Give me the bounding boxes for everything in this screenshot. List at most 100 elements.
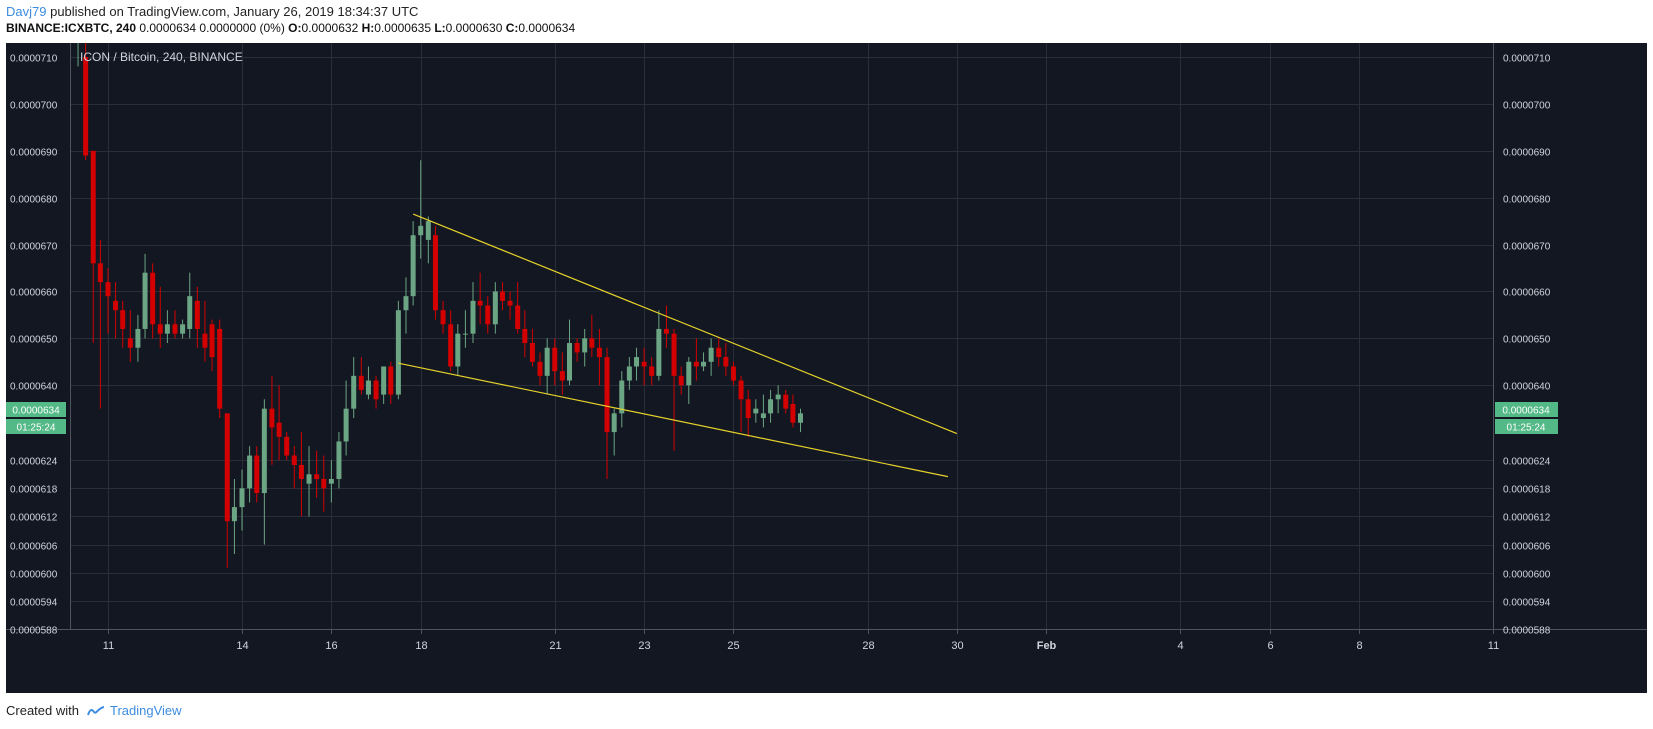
author-link[interactable]: Davj79 [6,4,47,19]
left-axis-panel [6,43,70,629]
y-tick-label-left: 0.0000700 [10,101,58,112]
candle-down [485,305,491,325]
trendline [412,213,958,435]
candle-down [127,338,133,348]
candle-down [194,300,200,329]
candle-down [298,464,304,479]
candle-up [343,408,349,442]
y-tick-label-left: 0.0000612 [10,513,58,524]
candle-down [671,333,677,376]
candle-down [83,57,89,156]
high-label: H: [361,21,375,35]
price-badge-right [1495,402,1558,417]
footer: Created with TradingView [6,703,182,718]
price-axis[interactable]: 0.0000710 0.0000710 0.0000700 0.0000700 0.00… [10,54,1551,637]
candle-up [797,413,803,423]
candle-down [120,310,126,329]
candle-down [559,371,565,381]
tradingview-logo-icon [86,706,104,716]
x-tick-label: 30 [951,640,963,652]
candle-down [284,436,290,456]
grid-lines [70,43,1494,630]
candle-down [529,343,535,362]
candlestick-chart[interactable]: 0.0000710 0.0000710 0.0000700 0.0000700 0.00… [6,0,1647,693]
candle-down [552,347,558,372]
tradingview-brand-link[interactable]: TradingView [110,703,182,718]
y-tick-label-left: 0.0000660 [10,288,58,299]
chart-frame[interactable]: 0.0000710 0.0000710 0.0000700 0.0000700 0.00… [6,0,1647,693]
candle-down [97,263,103,283]
candle-up [180,324,186,334]
candle-down [291,455,297,465]
x-tick-label: 23 [638,640,650,652]
x-tick-label: Feb [1037,640,1057,652]
candle-down [217,328,223,409]
y-tick-label-right: 0.0000670 [1503,242,1551,253]
candle-down [172,324,178,334]
candle-up [336,441,342,479]
y-tick-label-right: 0.0000710 [1503,54,1551,65]
candle-up [753,408,759,414]
candle-up [328,478,334,484]
y-tick-label-left: 0.0000710 [10,54,58,65]
y-tick-label-right: 0.0000660 [1503,288,1551,299]
created-with-text: Created with [6,703,79,718]
x-tick-label: 18 [415,640,427,652]
open-label: O: [288,21,302,35]
candle-down [499,291,505,301]
trendline [398,362,949,478]
candle-down [105,282,111,297]
low-value: 0.0000630 [445,21,503,35]
y-tick-label-right: 0.0000624 [1503,457,1551,468]
candle-down [202,333,208,348]
y-tick-label-left: 0.0000618 [10,485,58,496]
candle-up [544,347,550,376]
candle-up [760,413,766,419]
y-tick-label-right: 0.0000612 [1503,513,1551,524]
y-tick-label-right: 0.0000606 [1503,542,1551,553]
y-tick-label-left: 0.0000670 [10,242,58,253]
y-tick-label-right: 0.0000640 [1503,382,1551,393]
x-tick-label: 25 [727,640,739,652]
candle-down [314,474,320,479]
candle-down [254,455,260,494]
candle-up [381,366,387,395]
candle-down [358,375,364,390]
published-text: published on TradingView.com, January 26… [50,4,419,19]
trendlines[interactable] [398,213,958,478]
countdown-badge-left [6,419,66,434]
y-tick-label-right: 0.0000618 [1503,485,1551,496]
candle-up [455,333,461,367]
symbol-interval: BINANCE:ICXBTC, 240 [6,21,137,35]
y-tick-label-left: 0.0000600 [10,570,58,581]
candle-down [90,150,96,264]
candle-up [164,324,170,334]
time-axis[interactable]: 11 14 16 18 21 23 25 28 30 Feb 4 6 8 11 [103,629,1499,652]
candle-up [462,333,468,335]
candle-down [693,361,699,367]
x-tick-label: 8 [1356,640,1362,652]
x-tick-label: 28 [862,640,874,652]
candle-up [365,380,371,395]
candle-down [477,300,483,306]
candle-down [113,300,119,311]
publish-info: Davj79 published on TradingView.com, Jan… [6,4,418,19]
candle-up [239,488,245,508]
candles [75,0,803,569]
chart-background [6,43,1647,693]
candle-down [373,380,379,400]
candle-down [224,413,230,522]
candle-down [209,324,215,358]
candle-down [276,422,282,437]
candle-up [708,347,714,362]
candle-up [142,272,148,329]
x-tick-label: 14 [236,640,248,652]
candle-down [716,347,722,358]
candle-down [574,343,580,353]
candle-up [403,296,409,311]
y-tick-label-right: 0.0000588 [1503,626,1551,637]
y-tick-label-left: 0.0000624 [10,457,58,468]
candle-down [537,361,543,376]
candle-up [425,221,431,240]
candle-up [626,366,632,381]
